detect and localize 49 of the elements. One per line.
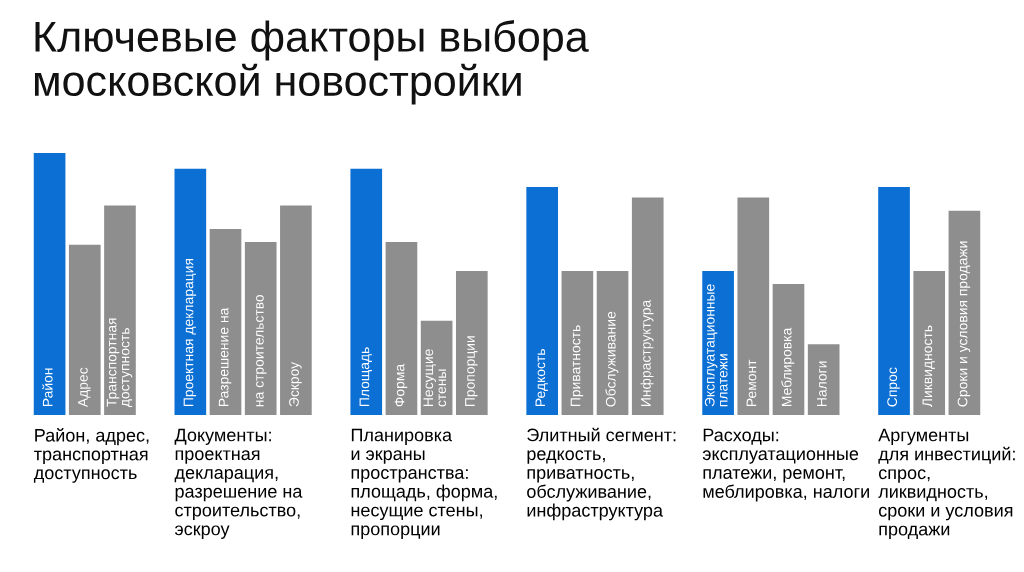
bar bbox=[913, 270, 946, 415]
bar bbox=[209, 228, 242, 415]
bar bbox=[385, 242, 418, 415]
x-tick-label: Инфраструктура bbox=[640, 299, 654, 406]
bar bbox=[948, 210, 981, 415]
x-tick-label: Обслуживание bbox=[605, 311, 619, 407]
x-tick-label: Эксплуатационные платежи bbox=[704, 284, 728, 407]
bar bbox=[807, 344, 840, 415]
bar bbox=[244, 242, 277, 415]
x-tick-label: Адрес bbox=[78, 367, 91, 408]
bar bbox=[596, 270, 629, 415]
x-tick-label: Несущие стены bbox=[423, 349, 447, 407]
bar bbox=[280, 205, 312, 415]
bar bbox=[455, 270, 488, 415]
text: Район, адрес, транспортная доступность bbox=[33, 428, 149, 483]
x-tick-label: Эскроу bbox=[289, 361, 302, 407]
x-tick-label: Проектная декларация bbox=[183, 259, 197, 407]
bar bbox=[631, 197, 664, 415]
x-tick-label: Ликвидность bbox=[922, 325, 935, 408]
x-tick-label: на строительство bbox=[256, 294, 267, 407]
x-tick-label: Редкость bbox=[535, 349, 548, 406]
x-tick-label: Сроки и условия продажи bbox=[957, 241, 971, 407]
x-tick-label: Площадь bbox=[359, 347, 372, 407]
x-tick-label: Район bbox=[42, 368, 53, 406]
bar bbox=[104, 205, 136, 415]
x-tick-label: Налоги bbox=[817, 361, 827, 406]
bar bbox=[33, 153, 66, 415]
bar bbox=[68, 244, 101, 415]
text: Элитный сегмент: редкость, приватность, обслуживание, инфраструктура bbox=[527, 427, 676, 521]
bar bbox=[878, 187, 910, 415]
x-tick-label: Разрешение на bbox=[218, 307, 232, 406]
x-tick-label: Ремонт bbox=[746, 359, 757, 406]
x-tick-label: Меблировка bbox=[781, 327, 795, 406]
x-tick-label: Приватность bbox=[570, 325, 584, 407]
bar bbox=[526, 187, 559, 415]
x-tick-label: Форма bbox=[394, 363, 408, 407]
x-tick-label: Пропорции bbox=[465, 336, 478, 407]
text: Расходы: эксплуатационные платежи, ремонт, меблировка, налоги bbox=[702, 428, 869, 502]
x-tick-label: Спрос bbox=[887, 367, 900, 407]
bar bbox=[772, 284, 805, 415]
chart-title: Ключевые факторы выбора московской новостройки bbox=[34, 20, 589, 105]
text: Документы: проектная декларация, разрешение на строительство, эскроу bbox=[174, 428, 303, 539]
bar bbox=[737, 197, 770, 415]
text: Аргументы для инвестиций: спрос, ликвидность, сроки и условия продажи bbox=[878, 428, 1015, 540]
text: Планировка и экраны пространства: площадь, форма, несущие стены, пропорции bbox=[351, 428, 497, 539]
bar bbox=[350, 168, 383, 415]
bar bbox=[561, 270, 594, 415]
bar bbox=[174, 168, 207, 415]
x-tick-label: Транспортная доступность bbox=[106, 318, 133, 407]
